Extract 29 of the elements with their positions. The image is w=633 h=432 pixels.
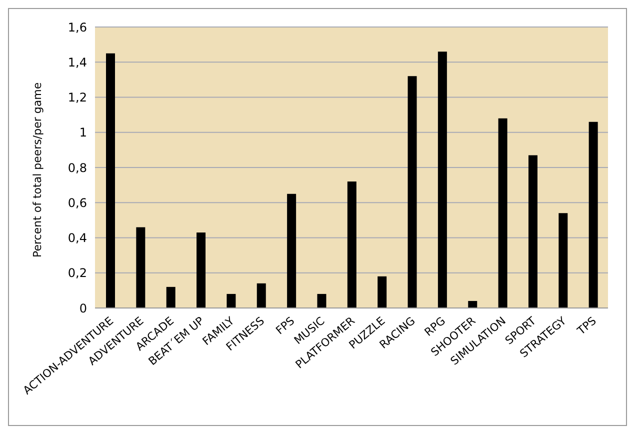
x-tick-label: FPS — [273, 314, 298, 338]
bar — [106, 53, 115, 308]
bar — [226, 294, 236, 308]
y-axis-title: Percent of total peers/per game — [30, 82, 44, 258]
bar — [558, 213, 568, 308]
bar — [408, 76, 417, 308]
y-tick-label: 1,2 — [68, 90, 87, 105]
y-tick-label: 0 — [79, 301, 87, 316]
y-tick-label: 1 — [79, 126, 87, 140]
bar — [528, 155, 538, 308]
y-tick-label: 0,8 — [68, 160, 87, 175]
y-tick-label: 1,4 — [68, 55, 87, 70]
y-tick-label: 0,6 — [68, 196, 87, 210]
bar — [438, 52, 447, 308]
bar — [256, 283, 266, 308]
bar — [166, 286, 176, 308]
bar — [317, 294, 326, 308]
bar — [136, 227, 146, 308]
y-tick-label: 1,6 — [68, 20, 87, 34]
bar — [588, 122, 598, 308]
x-tick-label: TPS — [574, 314, 599, 338]
bar — [196, 232, 206, 308]
bar — [378, 276, 387, 308]
bar — [287, 194, 296, 308]
bar — [498, 118, 508, 308]
bar — [468, 300, 478, 308]
bar — [347, 182, 356, 308]
y-tick-label: 0,2 — [68, 266, 87, 280]
y-tick-label: 0,4 — [68, 231, 87, 246]
